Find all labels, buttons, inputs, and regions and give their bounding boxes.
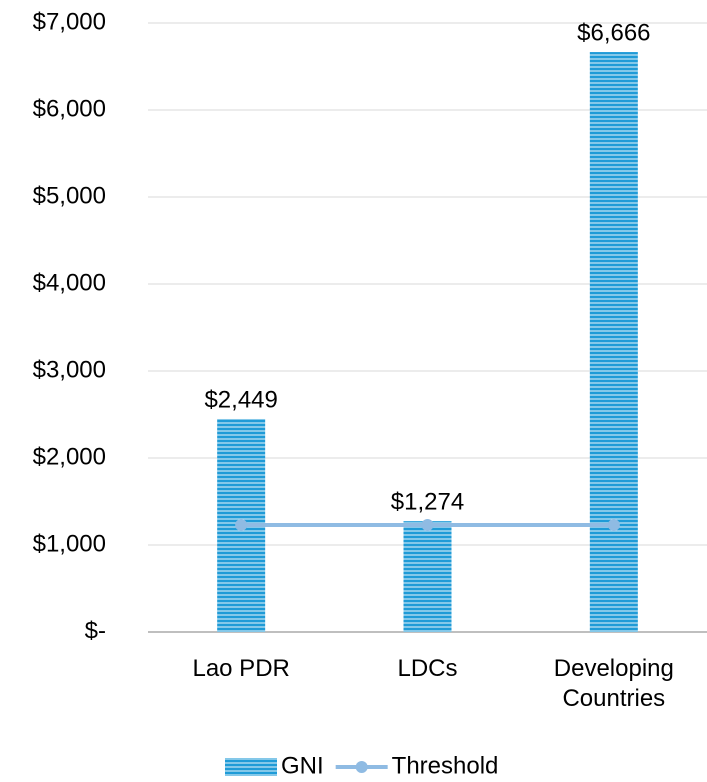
x-tick-label: Developing Countries: [553, 655, 674, 712]
line-marker: [421, 518, 434, 531]
legend-label: Threshold: [392, 752, 499, 779]
legend-label: GNI: [281, 752, 324, 779]
y-tick-label: $4,000: [33, 269, 106, 296]
data-label: $6,666: [577, 19, 650, 46]
legend-swatch: [225, 758, 277, 776]
y-tick-label: $2,000: [33, 443, 106, 470]
y-tick-label: $1,000: [33, 530, 106, 557]
data-label: $1,274: [391, 489, 464, 516]
y-tick-label: $-: [85, 617, 106, 644]
y-tick-label: $6,000: [33, 95, 106, 122]
line-marker: [235, 518, 248, 531]
legend-marker: [355, 761, 368, 773]
y-tick-label: $5,000: [33, 182, 106, 209]
x-tick-label: LDCs: [397, 655, 458, 682]
data-label: $2,449: [204, 386, 277, 413]
y-tick-label: $7,000: [33, 8, 106, 35]
bar: [403, 521, 452, 632]
x-tick-label: Lao PDR: [192, 655, 290, 682]
bar: [589, 52, 638, 633]
y-tick-label: $3,000: [33, 356, 106, 383]
line-marker: [607, 518, 620, 531]
